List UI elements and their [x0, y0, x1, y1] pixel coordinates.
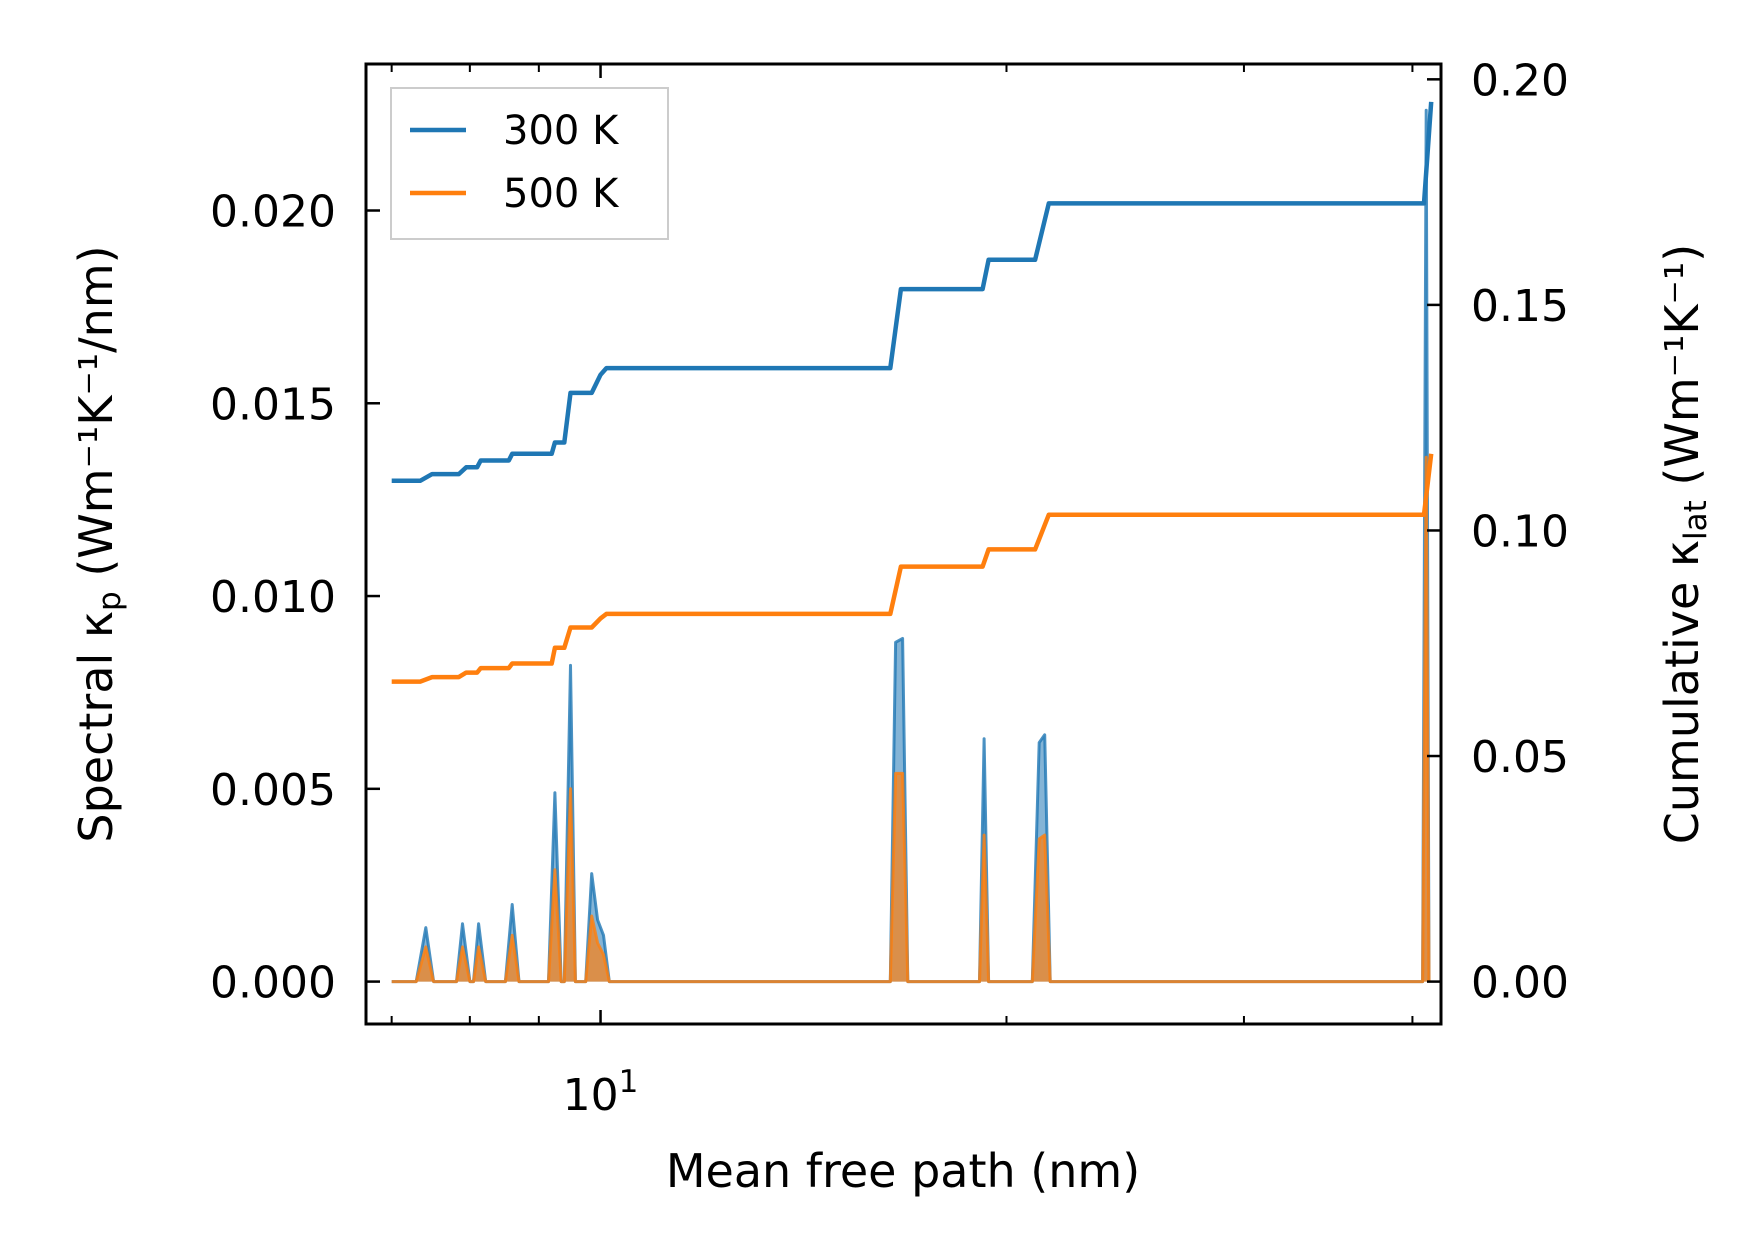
spectral-area-500K [391, 457, 1430, 982]
y-right-label-sub: lat [1678, 500, 1714, 540]
y-right-label-main: Cumulative κ [1655, 540, 1709, 844]
legend-label-300K: 300 K [503, 108, 620, 154]
y-left-tick-label: 0.000 [210, 958, 336, 1009]
y-axis-right-label: Cumulative κlat (Wm⁻¹K⁻¹) [1655, 244, 1714, 844]
spectral-line-500K [391, 455, 1431, 984]
y-right-tick-label: 0.20 [1471, 55, 1569, 106]
plot-layer [391, 101, 1434, 984]
y-axis-right: 0.00 0.05 0.10 0.15 0.20 [1427, 55, 1569, 1009]
y-right-label-units: (Wm⁻¹K⁻¹) [1655, 244, 1709, 500]
legend-label-500K: 500 K [503, 171, 620, 217]
y-right-tick-label: 0.15 [1471, 281, 1569, 332]
x-tick-label-exp: 1 [619, 1064, 639, 1100]
y-left-tick-label: 0.020 [210, 187, 336, 238]
legend: 300 K 500 K [390, 87, 669, 240]
y-right-tick-label: 0.00 [1471, 958, 1569, 1009]
y-left-tick-label: 0.015 [210, 379, 336, 430]
y-left-tick-label: 0.005 [210, 765, 336, 816]
y-right-tick-label: 0.10 [1471, 506, 1569, 557]
cumulative-line-500K [391, 453, 1434, 684]
y-right-tick-label: 0.05 [1471, 732, 1569, 783]
x-tick-label-base: 10 [563, 1070, 619, 1121]
cumulative-line-300K [391, 101, 1434, 484]
y-left-label-main: Spectral κ [69, 611, 123, 843]
x-axis-label: Mean free path (nm) [666, 1144, 1140, 1198]
spectral-area-300K [391, 110, 1430, 982]
plot-frame [364, 62, 1443, 1026]
y-left-tick-label: 0.010 [210, 572, 336, 623]
y-axis-left: 0.000 0.005 0.010 0.015 0.020 [210, 187, 380, 1009]
legend-box [390, 87, 669, 240]
x-tick-label: 101 [563, 1064, 639, 1121]
x-axis: 101 [390, 64, 1414, 1121]
y-axis-left-label: Spectral κp (Wm⁻¹K⁻¹/nm) [69, 245, 128, 842]
y-left-label-units: (Wm⁻¹K⁻¹/nm) [69, 245, 123, 591]
spectral-line-300K [391, 108, 1431, 984]
y-left-label-sub: p [92, 591, 128, 611]
